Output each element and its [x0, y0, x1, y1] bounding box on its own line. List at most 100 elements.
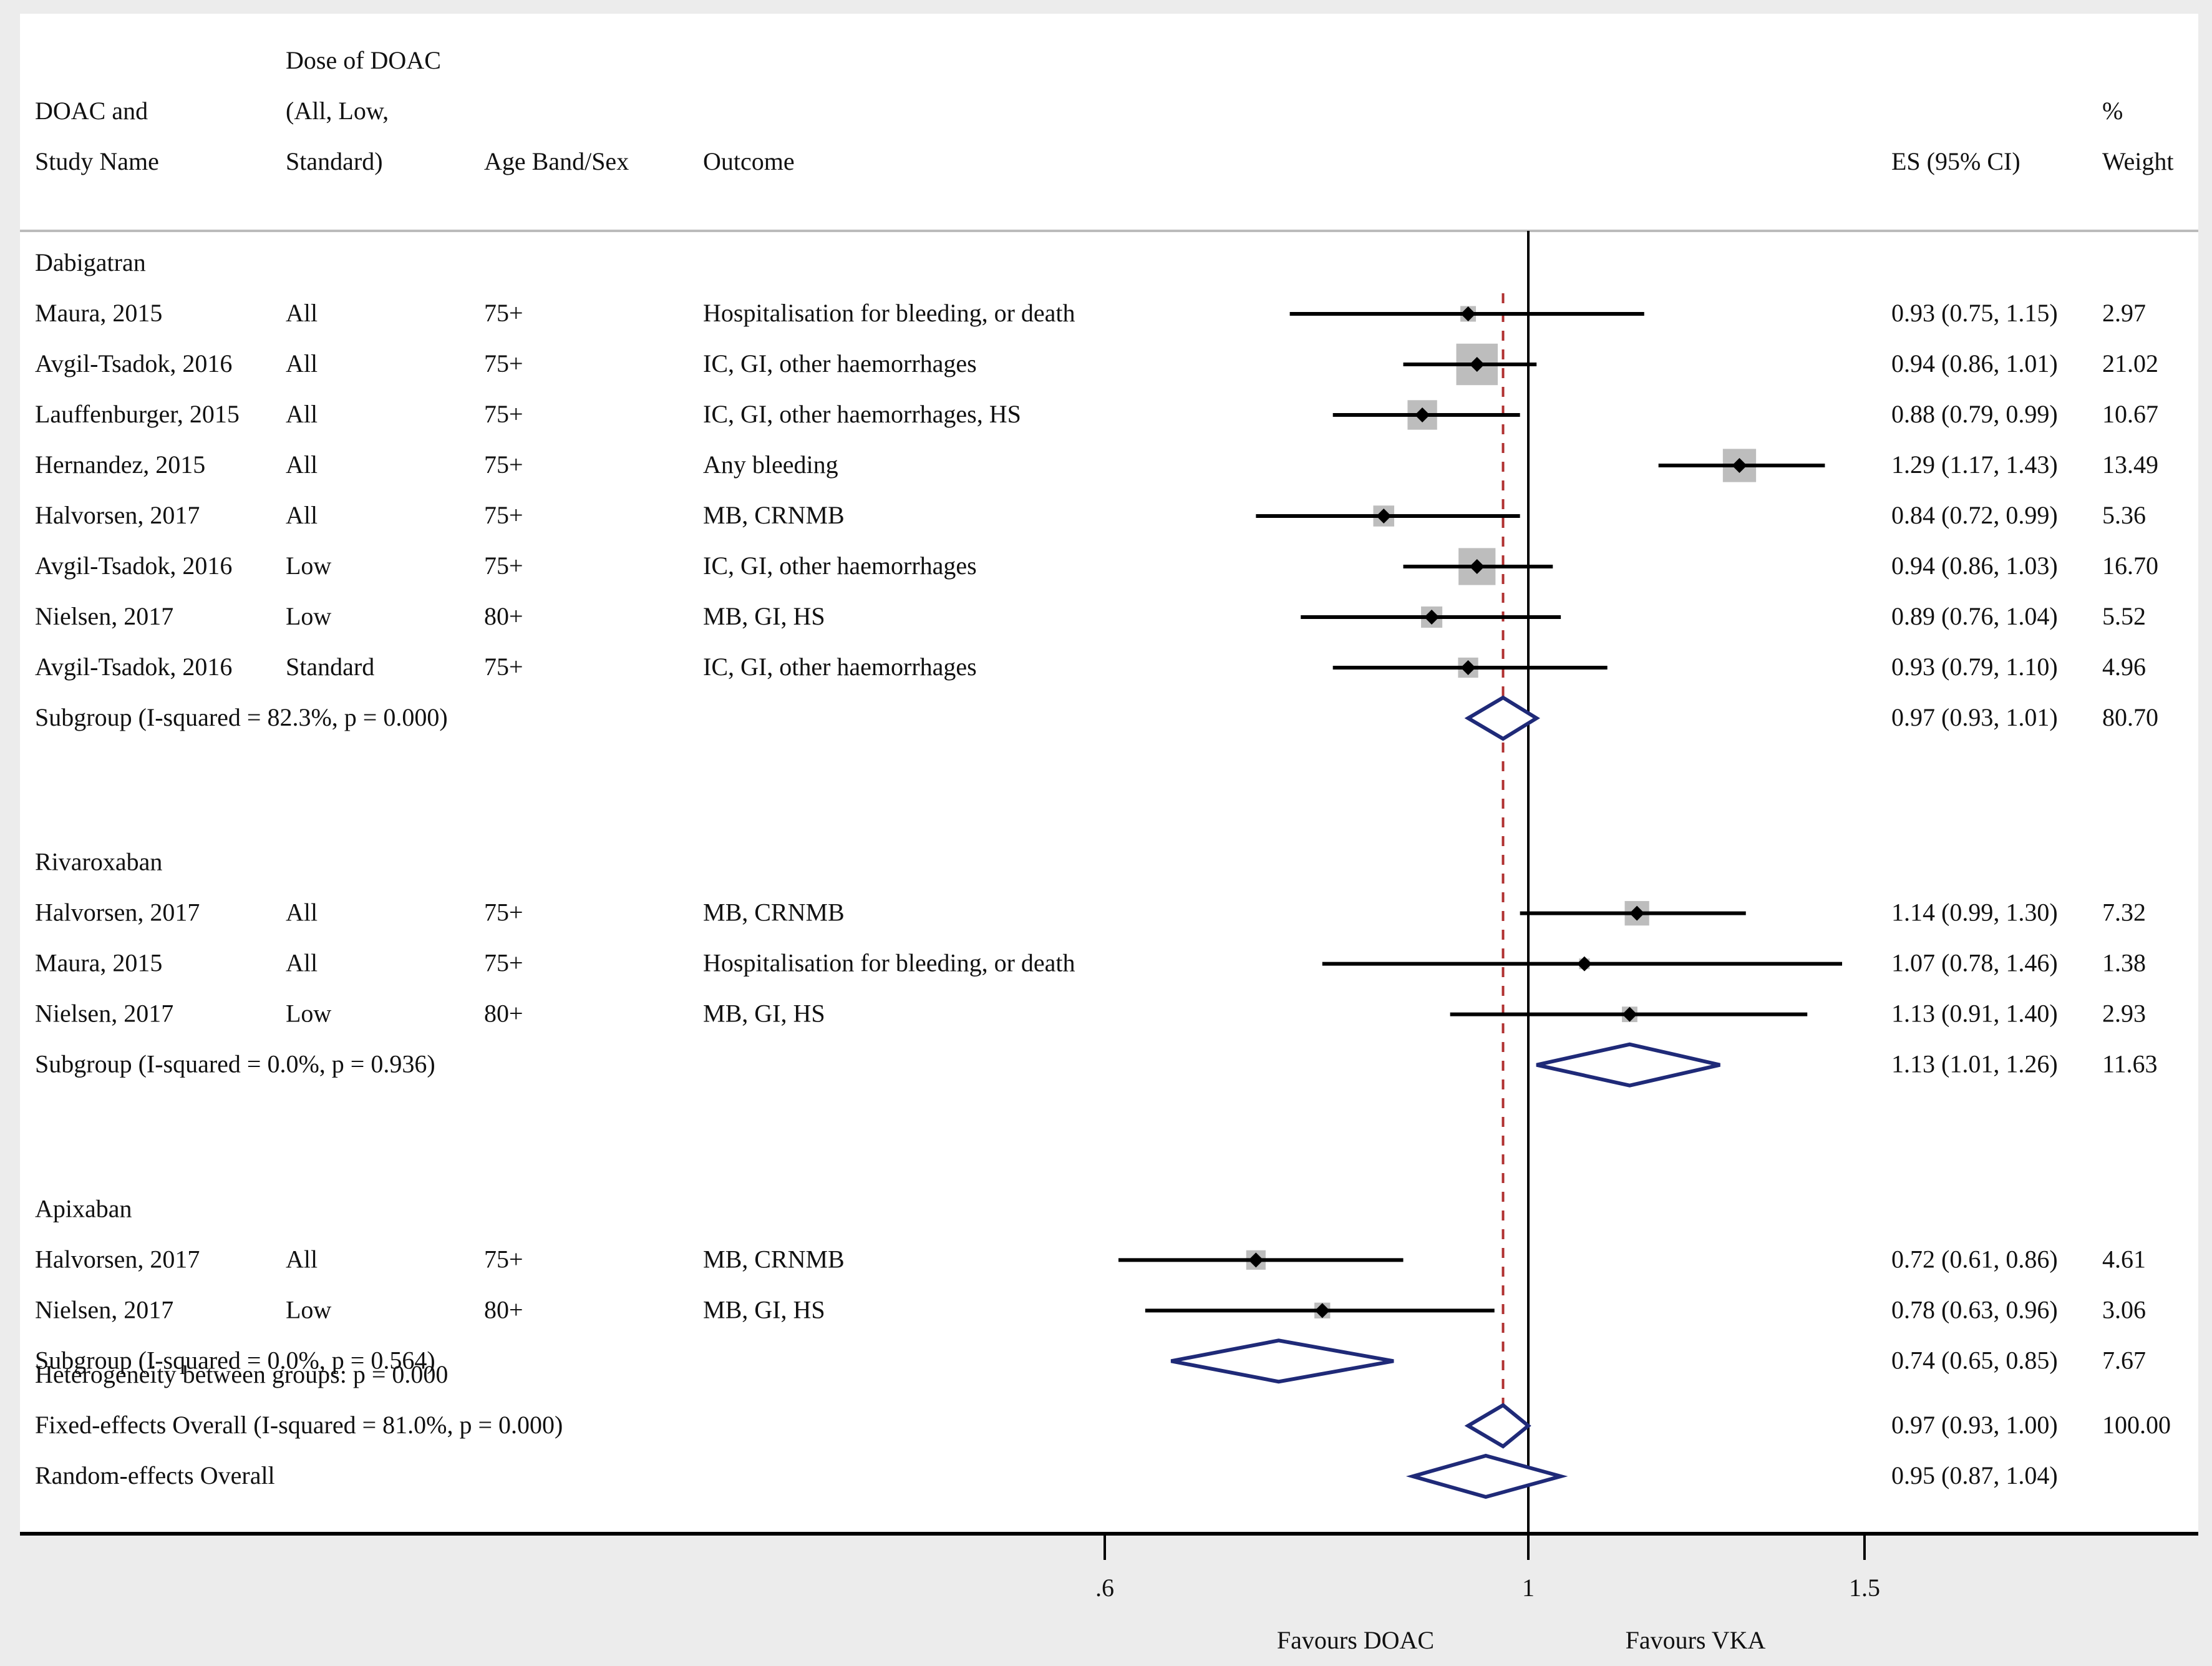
study-name: Hernandez, 2015	[35, 451, 205, 479]
subgroup-diamond	[1464, 695, 1540, 741]
study-es-ci: 1.14 (0.99, 1.30)	[1891, 899, 2058, 927]
study-age: 80+	[484, 602, 523, 630]
study-name: Lauffenburger, 2015	[35, 400, 240, 428]
study-point-estimate	[1576, 956, 1592, 972]
study-es-ci: 1.07 (0.78, 1.46)	[1891, 949, 2058, 977]
subgroup-weight: 7.67	[2102, 1346, 2146, 1374]
study-dose: Low	[286, 1295, 331, 1323]
study-dose: All	[286, 349, 318, 378]
study-outcome: IC, GI, other haemorrhages, HS	[703, 400, 1021, 428]
study-age: 75+	[484, 949, 523, 977]
study-point-estimate	[1415, 407, 1430, 422]
subgroup-es-ci: 0.97 (0.93, 1.01)	[1891, 703, 2058, 731]
header-label: Dose of DOAC	[286, 46, 441, 74]
study-outcome: Hospitalisation for bleeding, or death	[703, 299, 1075, 327]
header-label: ES (95% CI)	[1891, 147, 2020, 175]
study-dose: All	[286, 949, 318, 977]
study-name: Avgil-Tsadok, 2016	[35, 552, 232, 580]
plot-background	[20, 14, 2198, 1534]
study-point-estimate	[1629, 905, 1645, 921]
study-point-estimate	[1469, 559, 1485, 574]
study-name: Avgil-Tsadok, 2016	[35, 349, 232, 378]
study-outcome: MB, GI, HS	[703, 602, 825, 630]
study-weight: 4.96	[2102, 653, 2146, 681]
study-outcome: IC, GI, other haemorrhages	[703, 653, 977, 681]
study-es-ci: 0.78 (0.63, 0.96)	[1891, 1295, 2058, 1323]
study-es-ci: 0.72 (0.61, 0.86)	[1891, 1245, 2058, 1273]
study-es-ci: 0.94 (0.86, 1.01)	[1891, 349, 2058, 378]
study-es-ci: 0.84 (0.72, 0.99)	[1891, 501, 2058, 529]
study-dose: All	[286, 1245, 318, 1273]
x-tick-label: .6	[1095, 1574, 1114, 1602]
group-label: Rivaroxaban	[35, 848, 162, 876]
study-es-ci: 1.13 (0.91, 1.40)	[1891, 1000, 2058, 1028]
overall-es-ci: 0.95 (0.87, 1.04)	[1891, 1461, 2058, 1489]
study-weight: 16.70	[2102, 552, 2158, 580]
study-weight: 21.02	[2102, 349, 2158, 378]
study-outcome: IC, GI, other haemorrhages	[703, 552, 977, 580]
subgroup-label: Subgroup (I-squared = 0.0%, p = 0.936)	[35, 1050, 435, 1078]
header-label: DOAC and	[35, 97, 148, 125]
study-outcome: Hospitalisation for bleeding, or death	[703, 949, 1075, 977]
study-name: Avgil-Tsadok, 2016	[35, 653, 232, 681]
x-tick-label: 1.5	[1849, 1574, 1880, 1602]
study-name: Halvorsen, 2017	[35, 501, 200, 529]
header-label: Age Band/Sex	[484, 147, 629, 175]
study-outcome: MB, CRNMB	[703, 501, 845, 529]
study-dose: Low	[286, 552, 331, 580]
x-tick-label: 1	[1522, 1574, 1535, 1602]
study-outcome: IC, GI, other haemorrhages	[703, 349, 977, 378]
subgroup-diamond	[1536, 1042, 1720, 1088]
subgroup-label: Subgroup (I-squared = 0.0%, p = 0.564)	[35, 1346, 435, 1374]
study-point-estimate	[1460, 306, 1476, 321]
overall-diamond	[1405, 1453, 1568, 1499]
study-weight: 2.97	[2102, 299, 2146, 327]
study-age: 75+	[484, 400, 523, 428]
subgroup-weight: 11.63	[2102, 1050, 2158, 1078]
study-point-estimate	[1732, 458, 1747, 473]
study-name: Maura, 2015	[35, 299, 162, 327]
header-label: Outcome	[703, 147, 795, 175]
study-point-estimate	[1248, 1252, 1264, 1268]
study-weight: 1.38	[2102, 949, 2146, 977]
favours-vka-label: Favours VKA	[1626, 1626, 1766, 1654]
study-es-ci: 0.93 (0.75, 1.15)	[1891, 299, 2058, 327]
heterogeneity-label: Heterogeneity between groups: p = 0.000	[35, 1360, 448, 1388]
study-dose: All	[286, 899, 318, 927]
study-outcome: Any bleeding	[703, 451, 838, 479]
study-name: Halvorsen, 2017	[35, 1245, 200, 1273]
header-label: (All, Low,	[286, 97, 389, 125]
overall-weight: 100.00	[2102, 1411, 2171, 1439]
study-outcome: MB, GI, HS	[703, 1000, 825, 1028]
favours-doac-label: Favours DOAC	[1277, 1626, 1434, 1654]
study-age: 80+	[484, 1000, 523, 1028]
overall-label: Random-effects Overall	[35, 1461, 275, 1489]
study-dose: All	[286, 299, 318, 327]
study-es-ci: 0.88 (0.79, 0.99)	[1891, 400, 2058, 428]
study-name: Maura, 2015	[35, 949, 162, 977]
study-dose: Standard	[286, 653, 374, 681]
header-label: %	[2102, 97, 2123, 125]
study-es-ci: 0.89 (0.76, 1.04)	[1891, 602, 2058, 630]
group-label: Apixaban	[35, 1194, 132, 1222]
subgroup-es-ci: 0.74 (0.65, 0.85)	[1891, 1346, 2058, 1374]
study-weight: 13.49	[2102, 451, 2158, 479]
study-weight: 2.93	[2102, 1000, 2146, 1028]
study-name: Nielsen, 2017	[35, 602, 173, 630]
study-weight: 3.06	[2102, 1295, 2146, 1323]
study-weight: 5.52	[2102, 602, 2146, 630]
subgroup-es-ci: 1.13 (1.01, 1.26)	[1891, 1050, 2058, 1078]
study-age: 75+	[484, 899, 523, 927]
overall-es-ci: 0.97 (0.93, 1.00)	[1891, 1411, 2058, 1439]
study-es-ci: 0.94 (0.86, 1.03)	[1891, 552, 2058, 580]
study-weight: 7.32	[2102, 899, 2146, 927]
study-weight: 10.67	[2102, 400, 2158, 428]
study-point-estimate	[1460, 660, 1476, 675]
study-age: 75+	[484, 299, 523, 327]
study-es-ci: 0.93 (0.79, 1.10)	[1891, 653, 2058, 681]
study-point-estimate	[1424, 610, 1440, 625]
overall-label: Fixed-effects Overall (I-squared = 81.0%…	[35, 1411, 563, 1439]
header-label: Study Name	[35, 147, 159, 175]
study-weight: 5.36	[2102, 501, 2146, 529]
